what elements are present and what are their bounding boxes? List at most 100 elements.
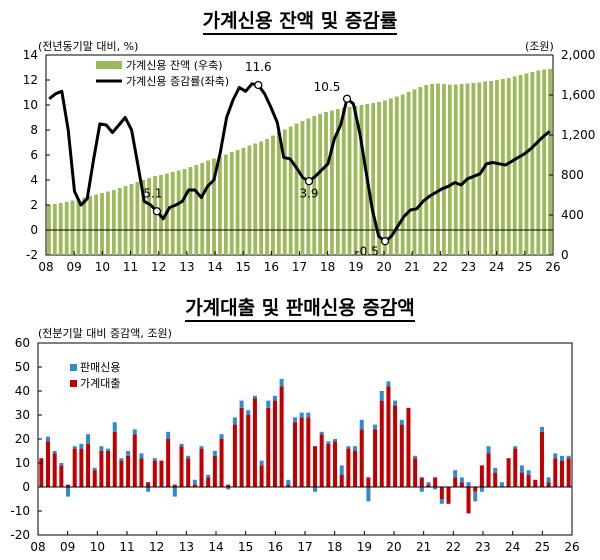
chart-1-right-unit: (조원) <box>525 40 554 53</box>
balance-bar <box>312 116 317 255</box>
loan-bar <box>159 460 164 487</box>
sales-credit-bar <box>226 487 231 490</box>
left-axis-tick-label: 14 <box>23 48 38 62</box>
balance-bar <box>477 82 482 255</box>
balance-bar <box>371 103 376 255</box>
sales-credit-bar <box>513 446 518 449</box>
x-axis-tick-label: 13 <box>179 260 194 274</box>
loan-bar <box>359 429 364 487</box>
growth-rate-line <box>48 82 551 243</box>
y-axis-tick-label: 20 <box>15 432 30 446</box>
x-axis-tick-label: 20 <box>376 260 391 274</box>
y-axis-tick-label: 30 <box>15 408 30 422</box>
x-axis-tick-label: 20 <box>386 540 401 554</box>
balance-bar <box>200 163 205 255</box>
balance-bar <box>388 98 393 255</box>
x-axis-tick-label: 10 <box>95 260 110 274</box>
sales-credit-bar <box>319 431 324 435</box>
balance-bar <box>241 148 246 255</box>
loan-bar <box>112 431 117 487</box>
balance-bar <box>76 199 81 255</box>
balance-bar <box>106 191 110 255</box>
loan-bar <box>513 448 518 487</box>
legend-swatch-sales-credit <box>70 364 77 371</box>
sales-credit-bar <box>246 410 251 415</box>
x-axis-tick-label: 12 <box>151 260 166 274</box>
balance-bar <box>218 156 222 255</box>
sales-credit-bar <box>192 479 197 485</box>
loan-bar <box>479 465 484 487</box>
balance-bar <box>229 152 234 255</box>
legend-swatch-loans <box>70 380 77 387</box>
balance-bar <box>276 132 281 255</box>
balance-bar <box>347 107 352 255</box>
x-axis-tick-label: 22 <box>433 260 448 274</box>
sales-credit-bar <box>59 463 64 466</box>
sales-credit-bar <box>539 427 544 432</box>
loan-bar <box>66 484 71 487</box>
balance-bar <box>495 80 499 255</box>
chart-1-title: 가계신용 잔액 및 증감률 <box>0 6 600 35</box>
y-axis-tick-label: -20 <box>10 528 30 542</box>
balance-bar <box>453 84 458 255</box>
sales-credit-bar <box>139 453 144 459</box>
x-axis-tick-label: 18 <box>320 260 335 274</box>
balance-bar <box>324 112 328 255</box>
sales-credit-bar <box>79 443 84 449</box>
loan-bar <box>299 417 304 487</box>
x-axis-tick-label: 18 <box>327 540 342 554</box>
loan-bar <box>132 434 137 487</box>
sales-credit-bar <box>546 477 551 483</box>
annotation-marker <box>380 237 390 246</box>
sales-credit-bar <box>566 455 571 459</box>
sales-credit-bar <box>346 446 351 449</box>
sales-credit-bar <box>493 467 498 473</box>
right-axis-tick-label: 0 <box>561 248 569 262</box>
left-axis-tick-label: 4 <box>30 173 38 187</box>
annotation-label: 11.6 <box>245 60 272 74</box>
loan-bar <box>506 458 511 487</box>
sales-credit-bar <box>239 400 244 408</box>
x-axis-tick-label: 11 <box>123 260 138 274</box>
balance-bar <box>465 83 470 255</box>
x-axis-tick-label: 10 <box>90 540 105 554</box>
loan-bar <box>366 477 371 487</box>
right-axis-tick-label: 2,000 <box>561 48 595 62</box>
right-axis-tick-label: 1,600 <box>561 88 595 102</box>
annotation-label: 10.5 <box>314 80 341 94</box>
x-axis-tick-label: 09 <box>60 540 75 554</box>
sales-credit-bar <box>366 487 371 502</box>
sales-credit-bar <box>126 451 131 456</box>
sales-credit-bar <box>373 424 378 430</box>
loan-bar <box>86 443 91 487</box>
sales-credit-bar <box>92 467 97 471</box>
loan-bar <box>539 431 544 487</box>
sales-credit-bar <box>186 455 191 459</box>
loan-bar <box>533 479 538 487</box>
loan-bar <box>413 458 418 487</box>
y-axis-tick-label: 10 <box>15 456 30 470</box>
balance-bar <box>117 188 122 255</box>
sales-credit-bar <box>393 400 398 406</box>
loan-bar <box>139 458 144 487</box>
x-axis-tick-label: 24 <box>489 260 504 274</box>
y-axis-tick-label: 60 <box>15 336 30 350</box>
balance-bar <box>253 143 258 255</box>
loan-bar <box>373 429 378 487</box>
y-axis-tick-label: -10 <box>10 504 30 518</box>
sales-credit-bar <box>326 441 331 444</box>
loan-bar <box>379 400 384 487</box>
loan-bar <box>486 453 491 487</box>
balance-bar <box>294 123 299 255</box>
left-axis-tick-label: 12 <box>23 73 38 87</box>
loan-bar <box>459 482 464 487</box>
loan-bar <box>566 458 571 487</box>
balance-bar <box>377 102 381 255</box>
sales-credit-bar <box>199 446 204 449</box>
sales-credit-bar <box>46 436 51 442</box>
balance-bar <box>330 110 334 255</box>
loan-bar <box>333 441 338 487</box>
annotation-label: 3.9 <box>299 186 318 200</box>
balance-bar <box>318 114 323 255</box>
x-axis-tick-label: 12 <box>149 540 164 554</box>
